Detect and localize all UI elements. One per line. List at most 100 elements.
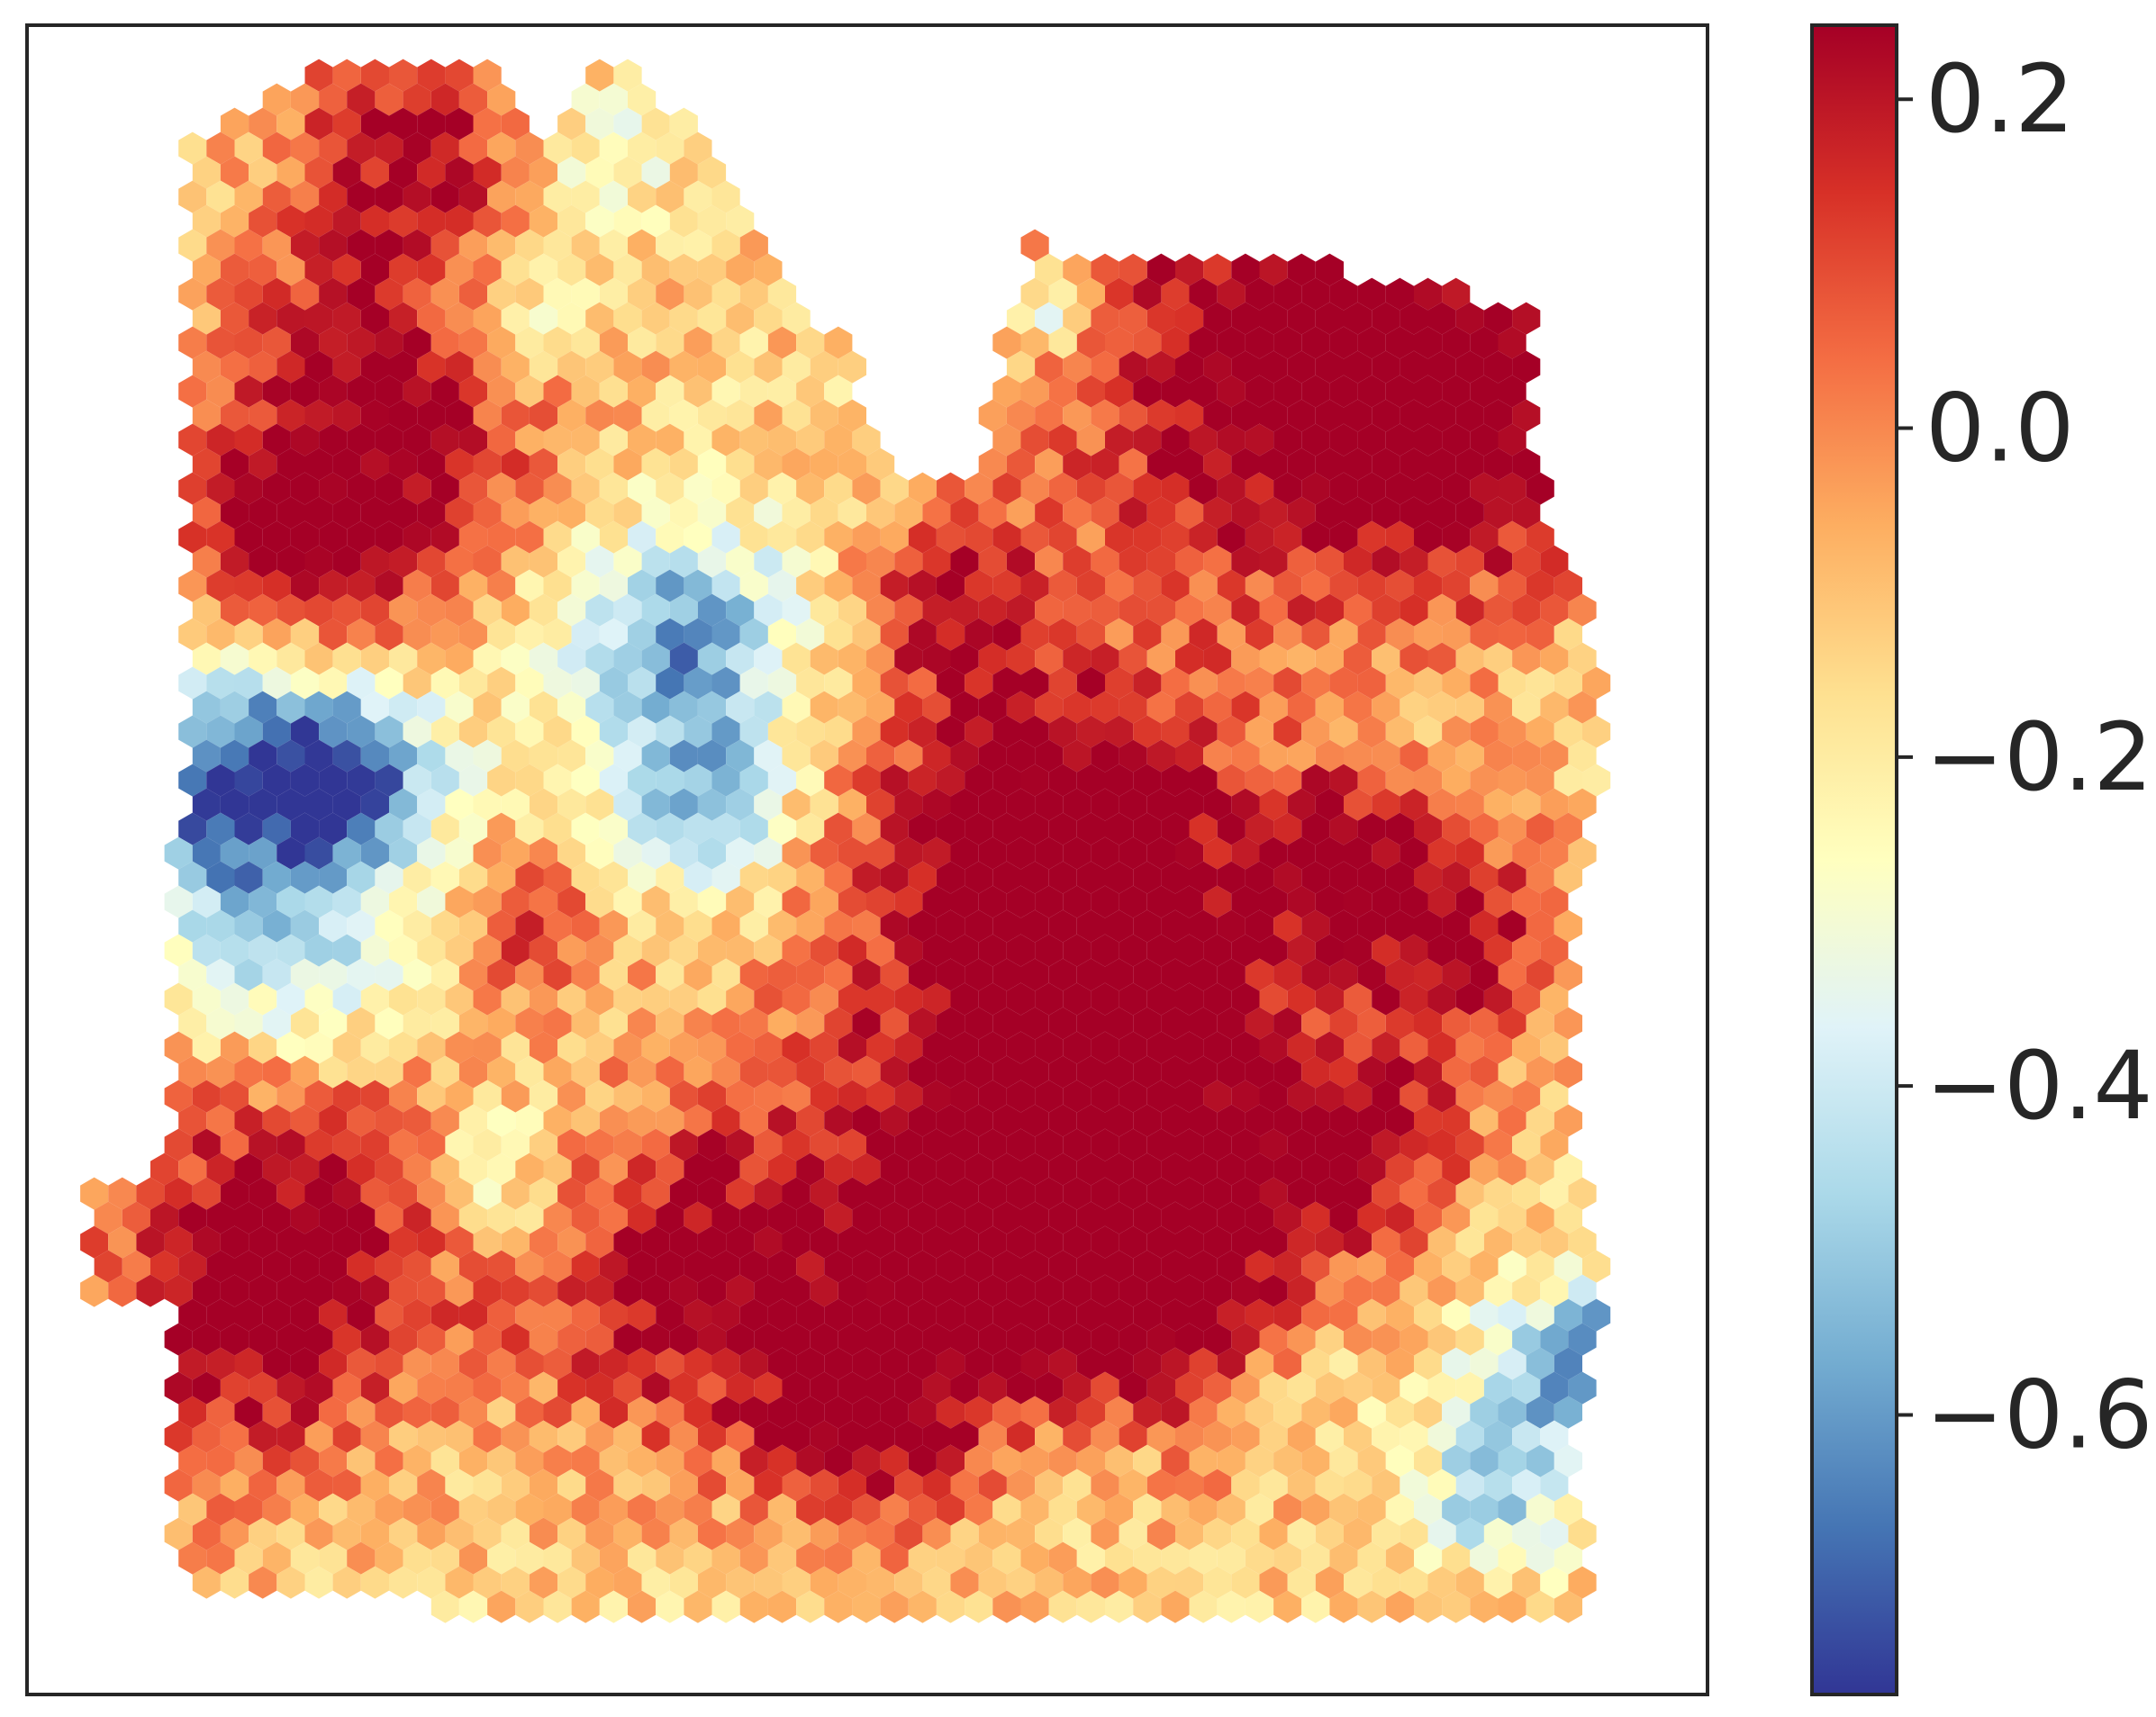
hex-spot — [290, 83, 320, 116]
hex-spot — [1048, 423, 1077, 456]
hex-spot — [965, 958, 993, 991]
hex-spot — [1175, 350, 1204, 384]
hex-spot — [1344, 642, 1372, 675]
hex-spot — [1259, 885, 1288, 918]
hex-spot — [739, 1347, 768, 1380]
hex-spot — [585, 399, 614, 432]
hex-spot — [1063, 593, 1092, 627]
hex-spot — [1035, 447, 1064, 481]
hex-spot — [1554, 1541, 1582, 1575]
hex-spot — [726, 1566, 755, 1599]
hex-spot — [1498, 715, 1526, 748]
hex-spot — [458, 1104, 488, 1137]
hex-spot — [782, 1274, 811, 1307]
hex-spot — [80, 1177, 109, 1210]
hex-spot — [656, 229, 684, 262]
hex-spot — [1048, 277, 1077, 311]
hex-spot — [1400, 1517, 1428, 1550]
hex-spot — [501, 934, 530, 967]
hex-spot — [332, 496, 361, 529]
hex-spot — [628, 1444, 657, 1478]
hex-spot — [866, 1566, 895, 1599]
hex-spot — [1442, 1298, 1471, 1332]
hex-spot — [1512, 788, 1541, 821]
hex-spot — [1006, 496, 1036, 529]
hex-spot — [1245, 1396, 1274, 1429]
hex-spot — [557, 447, 586, 481]
hex-spot — [1526, 1444, 1554, 1478]
hex-spot — [1372, 1225, 1400, 1259]
hex-spot — [1442, 764, 1471, 797]
hex-spot — [613, 545, 642, 578]
hex-spot — [319, 1298, 348, 1332]
hex-spot — [1344, 593, 1372, 627]
colorbar-fill — [1812, 25, 1897, 1694]
hex-spot — [290, 520, 320, 554]
hex-spot — [922, 691, 951, 724]
hex-spot — [656, 520, 684, 554]
hex-spot — [234, 1347, 263, 1380]
hex-spot — [1372, 350, 1400, 384]
hex-spot — [1048, 1007, 1077, 1040]
hex-spot — [656, 715, 684, 748]
hex-spot — [767, 1007, 797, 1040]
hex-spot — [726, 496, 755, 529]
hex-spot — [782, 836, 811, 870]
hex-spot — [1414, 1493, 1443, 1526]
hex-spot — [1287, 496, 1316, 529]
hex-spot — [304, 1225, 333, 1259]
hex-spot — [332, 1566, 361, 1599]
hex-spot — [1119, 253, 1147, 286]
hex-spot — [178, 1444, 207, 1478]
hex-spot — [978, 1080, 1007, 1113]
hex-spot — [473, 253, 502, 286]
hex-spot — [1442, 715, 1471, 748]
hex-spot — [473, 1031, 502, 1064]
hex-spot — [571, 618, 600, 651]
hex-spot — [1498, 1298, 1526, 1332]
hex-spot — [1329, 1104, 1358, 1137]
hex-spot — [1344, 836, 1372, 870]
hex-spot — [389, 545, 418, 578]
hex-spot — [1273, 1055, 1302, 1089]
hex-spot — [220, 788, 249, 821]
hex-spot — [739, 277, 768, 311]
hex-spot — [430, 1152, 459, 1186]
hex-spot — [599, 1104, 628, 1137]
hex-spot — [276, 1468, 305, 1502]
hex-spot — [487, 1298, 516, 1332]
hex-spot — [1020, 472, 1049, 505]
hex-spot — [922, 496, 951, 529]
hex-spot — [641, 739, 670, 773]
hex-spot — [1483, 1323, 1513, 1356]
hex-spot — [992, 326, 1021, 359]
hex-spot — [332, 691, 361, 724]
hex-spot — [669, 934, 698, 967]
hex-spot — [1540, 1177, 1569, 1210]
hex-spot — [332, 350, 361, 384]
hex-spot — [697, 1225, 727, 1259]
hex-spot — [1357, 909, 1386, 943]
hex-spot — [543, 1250, 572, 1283]
hex-spot — [206, 1396, 235, 1429]
hex-spot — [262, 1007, 291, 1040]
hex-spot — [319, 1444, 348, 1478]
hex-spot — [192, 691, 221, 724]
hex-spot — [164, 1468, 193, 1502]
hex-spot — [417, 350, 446, 384]
hex-spot — [360, 885, 389, 918]
hex-spot — [684, 1250, 712, 1283]
hex-spot — [810, 399, 838, 432]
hex-spot — [1189, 1541, 1218, 1575]
hex-spot — [1427, 447, 1456, 481]
hex-spot — [726, 934, 755, 967]
hex-spot — [1329, 1541, 1358, 1575]
hex-spot — [796, 375, 825, 408]
hex-spot — [767, 326, 797, 359]
hex-spot — [403, 1541, 431, 1575]
hex-spot — [1512, 982, 1541, 1016]
hex-spot — [1287, 1323, 1316, 1356]
hex-spot — [711, 1007, 740, 1040]
hex-spot — [1400, 447, 1428, 481]
hex-spot — [782, 691, 811, 724]
